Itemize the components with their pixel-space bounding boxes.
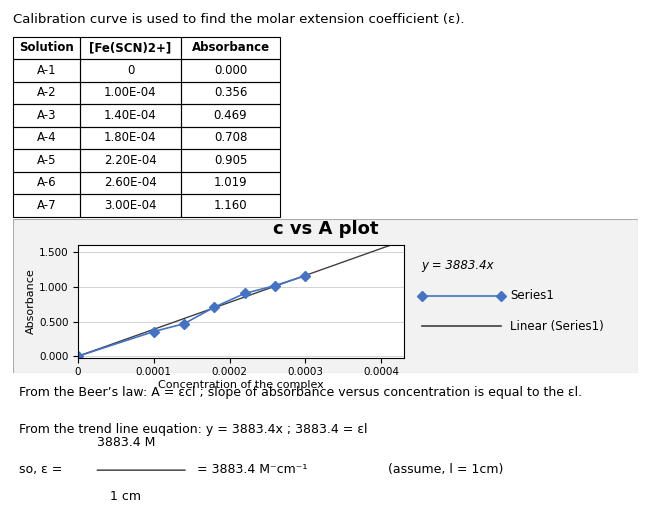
Bar (79, 81, 181, 104)
Text: Series1: Series1 (510, 289, 554, 302)
Text: From the trend line euqation: y = 3883.4x ; 3883.4 = εl: From the trend line euqation: y = 3883.4… (20, 423, 368, 436)
Text: 2.60E-04: 2.60E-04 (104, 176, 157, 189)
Text: Solution: Solution (19, 41, 74, 54)
Bar (181, 37, 280, 59)
Text: 3883.4 M: 3883.4 M (98, 436, 156, 449)
Bar (181, 104, 280, 127)
Text: Absorbance: Absorbance (191, 41, 270, 54)
Text: 0.000: 0.000 (214, 64, 247, 77)
Bar (13, 81, 79, 104)
Text: 2.20E-04: 2.20E-04 (104, 154, 157, 167)
Text: Linear (Series1): Linear (Series1) (510, 319, 604, 333)
Bar (13, 194, 79, 217)
Text: y = 3883.4x: y = 3883.4x (422, 259, 494, 272)
Text: 1.00E-04: 1.00E-04 (104, 86, 157, 99)
Text: 3.00E-04: 3.00E-04 (104, 199, 157, 212)
Bar (181, 127, 280, 149)
Text: Calibration curve is used to find the molar extension coefficient (ε).: Calibration curve is used to find the mo… (13, 13, 465, 26)
Text: (assume, l = 1cm): (assume, l = 1cm) (388, 463, 503, 476)
Text: so, ε =: so, ε = (20, 463, 66, 476)
Text: A-4: A-4 (36, 132, 56, 145)
Text: A-1: A-1 (36, 64, 56, 77)
Bar (13, 104, 79, 127)
Text: 1 cm: 1 cm (110, 490, 141, 503)
Text: A-3: A-3 (36, 109, 56, 122)
Text: 1.80E-04: 1.80E-04 (104, 132, 157, 145)
Text: [Fe(SCN)2+]: [Fe(SCN)2+] (89, 41, 172, 54)
Text: A-2: A-2 (36, 86, 56, 99)
Bar (13, 127, 79, 149)
Text: 0.708: 0.708 (214, 132, 247, 145)
Bar (79, 37, 181, 59)
Bar (181, 172, 280, 194)
Text: 0: 0 (127, 64, 134, 77)
Bar (13, 149, 79, 172)
Text: A-7: A-7 (36, 199, 56, 212)
Bar (79, 59, 181, 81)
Bar (13, 59, 79, 81)
Text: 1.40E-04: 1.40E-04 (104, 109, 157, 122)
Text: 0.905: 0.905 (214, 154, 247, 167)
Bar (79, 149, 181, 172)
Text: c vs A plot: c vs A plot (273, 220, 378, 238)
Bar (181, 149, 280, 172)
Text: = 3883.4 M⁻cm⁻¹: = 3883.4 M⁻cm⁻¹ (197, 463, 308, 476)
Bar (79, 194, 181, 217)
Text: 0.356: 0.356 (214, 86, 247, 99)
Text: 0.469: 0.469 (214, 109, 247, 122)
Bar (79, 104, 181, 127)
Bar (79, 172, 181, 194)
Text: 1.019: 1.019 (214, 176, 247, 189)
Bar (181, 81, 280, 104)
X-axis label: Concentration of the complex: Concentration of the complex (158, 380, 324, 390)
Text: 1.160: 1.160 (214, 199, 247, 212)
Text: A-6: A-6 (36, 176, 56, 189)
Bar (181, 194, 280, 217)
Bar (181, 59, 280, 81)
Bar (13, 172, 79, 194)
Text: A-5: A-5 (36, 154, 56, 167)
Y-axis label: Absorbance: Absorbance (26, 269, 36, 334)
Bar (79, 127, 181, 149)
Text: From the Beer’s law: A = εcl ; slope of absorbance versus concentration is equal: From the Beer’s law: A = εcl ; slope of … (20, 386, 583, 399)
Bar (13, 37, 79, 59)
